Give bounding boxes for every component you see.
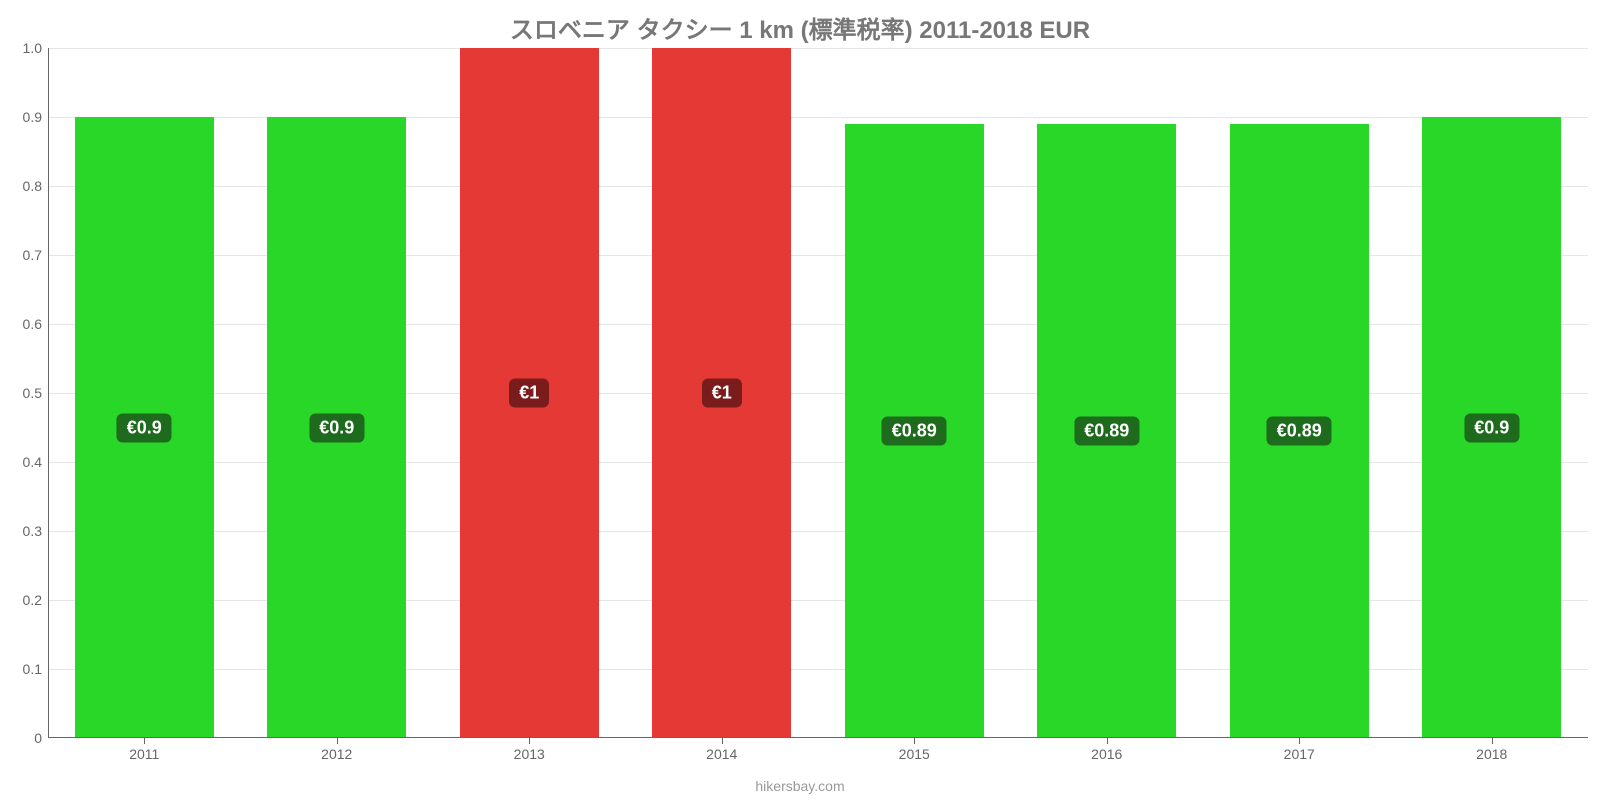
bar: €1 <box>460 48 599 738</box>
bar: €0.89 <box>845 124 984 738</box>
x-tick-label: 2011 <box>129 738 159 762</box>
bar-value-label: €0.89 <box>1267 416 1332 445</box>
x-tick-label: 2015 <box>899 738 930 762</box>
y-tick-label: 0.6 <box>23 316 48 332</box>
bar: €0.9 <box>267 117 406 738</box>
y-tick-label: 1.0 <box>23 40 48 56</box>
y-tick-label: 0.5 <box>23 385 48 401</box>
bar-value-label: €0.89 <box>1074 416 1139 445</box>
bar: €0.9 <box>75 117 214 738</box>
y-tick-label: 0.7 <box>23 247 48 263</box>
bar-value-label: €1 <box>509 379 549 408</box>
bar: €0.89 <box>1037 124 1176 738</box>
x-tick-label: 2012 <box>321 738 352 762</box>
bar-value-label: €0.89 <box>882 416 947 445</box>
bar-value-label: €1 <box>702 379 742 408</box>
y-tick-label: 0 <box>34 730 48 746</box>
x-tick-label: 2016 <box>1091 738 1122 762</box>
y-tick-label: 0.9 <box>23 109 48 125</box>
y-tick-label: 0.3 <box>23 523 48 539</box>
bars-container: €0.9 €0.9 €1 €1 €0.89 €0.89 €0.89 €0.9 <box>48 48 1588 738</box>
bar: €0.9 <box>1422 117 1561 738</box>
x-tick-label: 2013 <box>514 738 545 762</box>
bar-value-label: €0.9 <box>1464 413 1519 442</box>
bar: €1 <box>652 48 791 738</box>
source-label: hikersbay.com <box>0 778 1600 794</box>
x-tick-label: 2017 <box>1284 738 1315 762</box>
y-tick-label: 0.2 <box>23 592 48 608</box>
x-tick-label: 2018 <box>1476 738 1507 762</box>
bar-value-label: €0.9 <box>117 413 172 442</box>
chart-title: スロベニア タクシー 1 km (標準税率) 2011-2018 EUR <box>0 10 1600 45</box>
bar-value-label: €0.9 <box>309 413 364 442</box>
y-tick-label: 0.1 <box>23 661 48 677</box>
y-tick-label: 0.8 <box>23 178 48 194</box>
x-axis-line <box>48 737 1588 738</box>
bar-chart: スロベニア タクシー 1 km (標準税率) 2011-2018 EUR 0 0.… <box>0 0 1600 800</box>
x-tick-label: 2014 <box>706 738 737 762</box>
plot-area: 00.10.20.30.40.50.60.70.80.91.0 €0.9€0.9… <box>48 48 1588 738</box>
bar: €0.89 <box>1230 124 1369 738</box>
y-axis-line <box>48 48 49 738</box>
y-tick-label: 0.4 <box>23 454 48 470</box>
